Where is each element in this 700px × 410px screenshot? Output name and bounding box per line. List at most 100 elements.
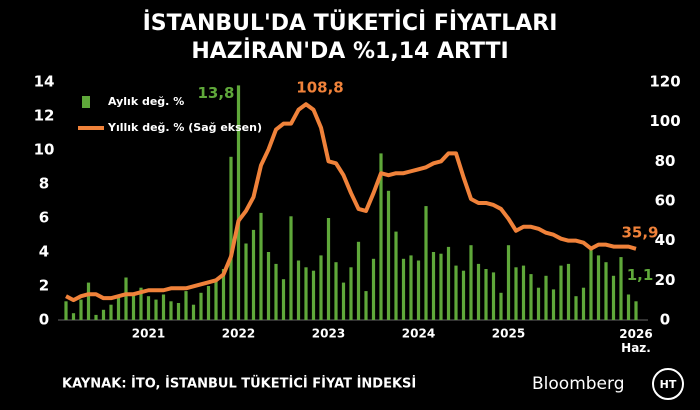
bar <box>214 279 218 320</box>
bar <box>296 260 301 320</box>
y-tick-label: 14 <box>34 73 55 91</box>
logo: HT <box>660 378 677 391</box>
bar <box>394 231 398 320</box>
legend-swatch <box>82 96 90 108</box>
bar <box>634 301 638 320</box>
y-tick-label: 10 <box>34 141 55 159</box>
bar <box>484 269 488 320</box>
y2-tick-label: 40 <box>655 231 676 249</box>
bar <box>244 243 248 320</box>
bar <box>116 296 121 320</box>
x-tick-label: 2021 <box>132 327 165 341</box>
bar <box>499 292 503 320</box>
bar <box>326 218 331 320</box>
bar <box>454 265 458 320</box>
bar <box>589 248 593 320</box>
y-tick-label: 6 <box>39 209 49 227</box>
bar <box>191 304 196 320</box>
data-label: 108,8 <box>296 79 343 97</box>
y-tick-label: 4 <box>39 243 49 261</box>
brand: Bloomberg <box>532 374 624 394</box>
bar <box>221 269 226 320</box>
bar <box>431 252 436 320</box>
bar <box>274 263 278 320</box>
bar <box>469 245 473 320</box>
y-tick-label: 8 <box>39 175 49 193</box>
bar <box>289 216 293 320</box>
bar <box>341 282 346 320</box>
bar <box>611 275 616 320</box>
bar <box>101 309 106 320</box>
bar <box>476 263 481 320</box>
chart-title: HAZİRAN'DA %1,14 ARTTI <box>191 38 508 64</box>
bar <box>401 258 406 320</box>
y2-tick-label: 0 <box>660 311 670 329</box>
bar <box>184 291 188 320</box>
bar <box>259 212 263 320</box>
x-tick-label: 2026 Haz. <box>619 327 652 355</box>
bar <box>206 286 211 320</box>
bar <box>626 294 631 320</box>
bar <box>574 296 578 320</box>
bar <box>529 274 533 320</box>
bar <box>131 292 136 320</box>
bar <box>461 270 466 320</box>
bar <box>551 289 556 320</box>
bar <box>416 260 421 320</box>
x-tick-label: 2024 <box>402 327 435 341</box>
x-tick-label: 2023 <box>312 327 345 341</box>
bar <box>349 267 353 320</box>
y2-tick-label: 120 <box>649 73 680 91</box>
data-label: 35,9 <box>621 223 658 241</box>
bar <box>251 229 256 320</box>
y2-tick-label: 60 <box>655 192 676 210</box>
y-tick-label: 12 <box>34 107 55 125</box>
y2-tick-label: 20 <box>655 271 676 289</box>
source: KAYNAK: İTO, İSTANBUL TÜKETİCİ FİYAT İND… <box>62 376 416 392</box>
bar <box>139 287 143 320</box>
bar <box>409 255 413 320</box>
bar <box>319 255 323 320</box>
bar <box>379 153 383 320</box>
bar <box>334 262 338 320</box>
bar <box>544 275 548 320</box>
data-label: 13,8 <box>197 84 234 102</box>
bar <box>371 258 376 320</box>
bar <box>94 314 98 320</box>
bar <box>619 257 623 320</box>
x-tick-label: 2025 <box>492 327 525 341</box>
bar <box>64 301 68 320</box>
bar <box>281 279 286 320</box>
bar <box>146 296 151 320</box>
bar <box>424 206 428 320</box>
bar <box>154 299 158 320</box>
line <box>65 102 637 303</box>
bar <box>86 282 91 320</box>
bar <box>304 267 308 320</box>
bar <box>71 313 76 320</box>
y2-tick-label: 100 <box>649 112 680 130</box>
bar <box>311 270 316 320</box>
bar <box>176 303 181 320</box>
bar <box>446 246 451 320</box>
bar <box>521 265 526 320</box>
bar <box>199 292 203 320</box>
bar <box>266 252 271 320</box>
bar <box>109 304 113 320</box>
y-tick-label: 2 <box>39 277 49 295</box>
bar <box>236 85 241 321</box>
bar <box>506 245 511 320</box>
bar <box>229 156 233 320</box>
bar <box>386 190 391 320</box>
x-tick-label: 2022 <box>222 327 255 341</box>
bar <box>604 262 608 320</box>
bar <box>581 287 586 320</box>
chart-title: İSTANBUL'DA TÜKETİCİ FİYATLARI <box>143 10 558 36</box>
bar <box>559 265 563 320</box>
bar <box>514 267 518 320</box>
bar <box>566 263 571 320</box>
y2-tick-label: 80 <box>655 152 676 170</box>
legend-label: Yıllık değ. % (Sağ eksen) <box>107 121 262 134</box>
